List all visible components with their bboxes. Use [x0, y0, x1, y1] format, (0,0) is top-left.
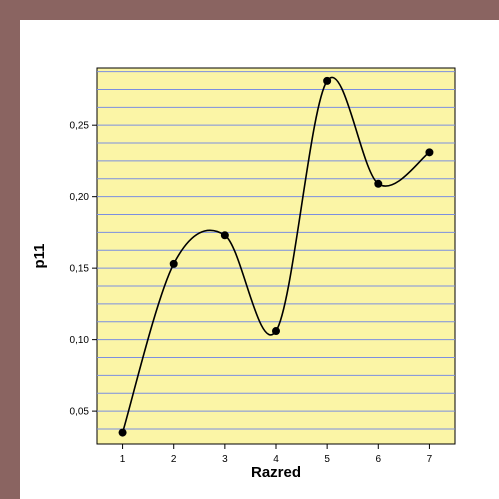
data-point	[425, 148, 434, 157]
y-tick-label: 0,20	[70, 192, 90, 203]
x-tick-label: 1	[120, 454, 126, 465]
data-point	[374, 179, 383, 188]
data-point	[220, 231, 229, 240]
x-tick-label: 3	[222, 454, 228, 465]
line-chart: 0,05 0,10 0,15 0,20 0,25 1 2 3 4 5 6 7 Razred p11	[31, 67, 456, 481]
x-tick-label: 5	[324, 454, 330, 465]
x-tick-label: 7	[427, 454, 433, 465]
x-axis-title: Razred	[251, 464, 301, 481]
y-tick-label: 0,25	[70, 121, 90, 132]
x-tick-label: 6	[376, 454, 382, 465]
y-tick-label: 0,05	[70, 407, 90, 418]
chart-card: 0,05 0,10 0,15 0,20 0,25 1 2 3 4 5 6 7 Razred p11	[20, 20, 499, 499]
y-tick-label: 0,10	[70, 335, 90, 346]
y-axis-title: p11	[31, 243, 48, 268]
y-tick-label: 0,15	[70, 264, 90, 275]
x-tick-label: 4	[273, 454, 279, 465]
data-point	[272, 327, 280, 336]
x-axis: 1 2 3 4 5 6 7	[120, 444, 433, 465]
data-point	[169, 259, 178, 268]
data-points	[118, 76, 434, 437]
data-point	[118, 428, 127, 437]
x-tick-label: 2	[171, 454, 177, 465]
data-point	[323, 76, 332, 85]
plot-area	[96, 67, 456, 445]
y-axis: 0,05 0,10 0,15 0,20 0,25	[70, 121, 97, 418]
grid-lines	[97, 71, 455, 430]
